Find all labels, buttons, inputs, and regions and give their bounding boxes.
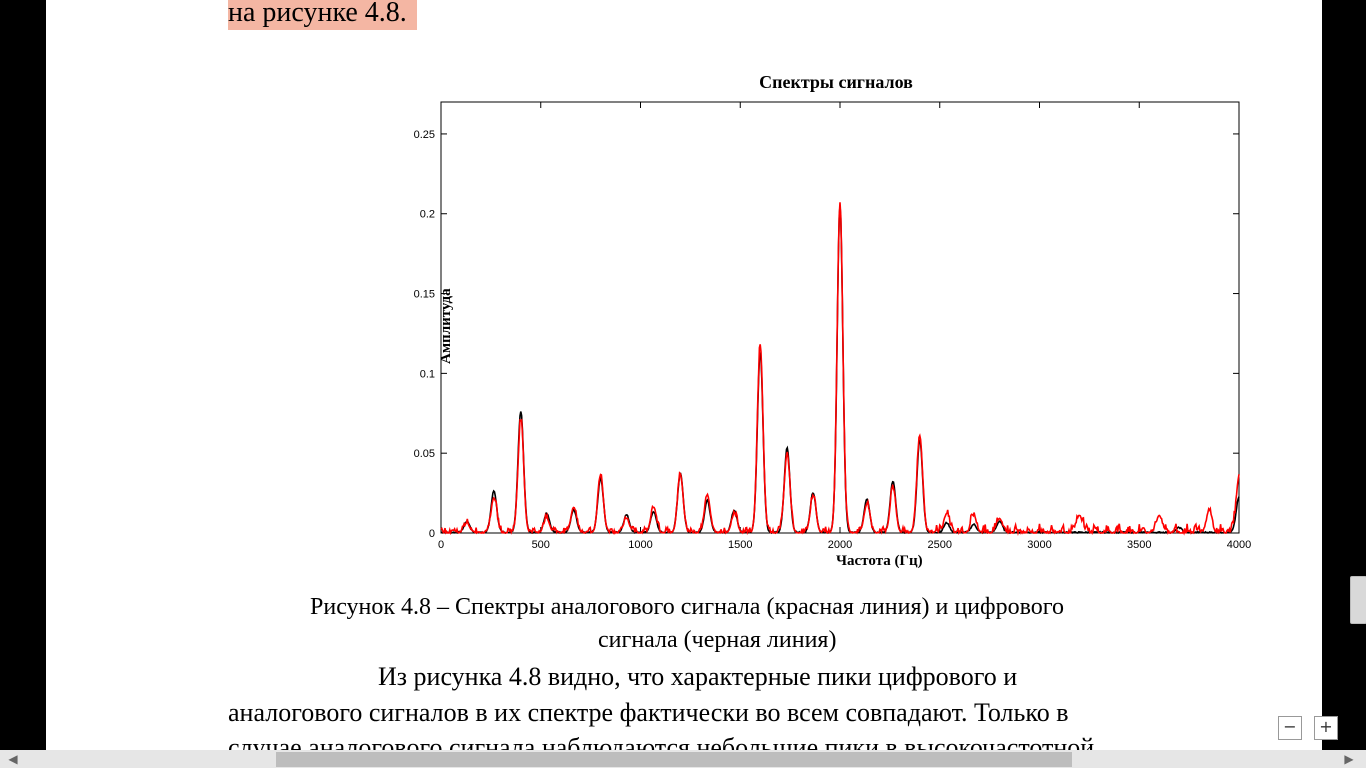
x-tick-label: 0 xyxy=(438,539,444,551)
chart-svg: 0 500 1000 1500 2000 2500 3000 3500 4000 0 0.05 0.1… xyxy=(414,101,1251,551)
figure-chart: Спектры сигналов 0 500 1000 1500 2000 2500 300… xyxy=(366,66,1266,586)
x-tick-label: 1500 xyxy=(728,539,752,551)
vertical-scrollbar[interactable] xyxy=(1348,0,1366,768)
paragraph-line-2: аналогового сигналов в их спектре фактич… xyxy=(228,698,1069,727)
y-tick-label: 0.2 xyxy=(420,209,435,221)
x-tick-label: 2000 xyxy=(828,539,852,551)
horizontal-scrollbar-thumb[interactable] xyxy=(276,752,1072,767)
plot-frame xyxy=(440,101,1240,534)
x-tick-label: 1000 xyxy=(628,539,652,551)
x-tick-label: 2500 xyxy=(928,539,952,551)
scroll-right-arrow-icon[interactable]: ▶ xyxy=(1344,752,1354,766)
y-tick-label: 0.05 xyxy=(414,448,435,460)
x-tick-label: 3500 xyxy=(1127,539,1151,551)
figure-caption-line-2: сигнала (черная линия) xyxy=(598,627,837,653)
series-line-analog xyxy=(440,202,1240,536)
scroll-left-arrow-icon[interactable]: ◀ xyxy=(8,752,18,766)
document-page: на рисунке 4.8. Спектры сигналов 0 500 100… xyxy=(46,0,1322,768)
y-tick-label: 0.25 xyxy=(414,129,435,141)
vertical-scrollbar-thumb[interactable] xyxy=(1350,576,1366,624)
figure-caption-line-1: Рисунок 4.8 – Спектры аналогового сигнал… xyxy=(310,594,1064,620)
y-tick-label: 0 xyxy=(429,528,435,540)
left-gutter xyxy=(0,0,46,768)
x-tick-label: 500 xyxy=(532,539,550,551)
paragraph-line-1: Из рисунка 4.8 видно, что характерные пи… xyxy=(378,662,1018,691)
x-axis-label: Частота (Гц) xyxy=(836,553,923,569)
y-tick-label: 0.15 xyxy=(414,289,435,301)
x-tick-label: 3000 xyxy=(1027,539,1051,551)
y-axis-label: Амплитуда xyxy=(438,288,454,364)
x-tick-label: 4000 xyxy=(1227,539,1251,551)
chart-title: Спектры сигналов xyxy=(759,72,913,92)
zoom-out-button[interactable]: − xyxy=(1278,716,1302,740)
zoom-in-button[interactable]: + xyxy=(1314,716,1338,740)
y-tick-label: 0.1 xyxy=(420,368,435,380)
highlighted-text: на рисунке 4.8. xyxy=(228,0,417,30)
